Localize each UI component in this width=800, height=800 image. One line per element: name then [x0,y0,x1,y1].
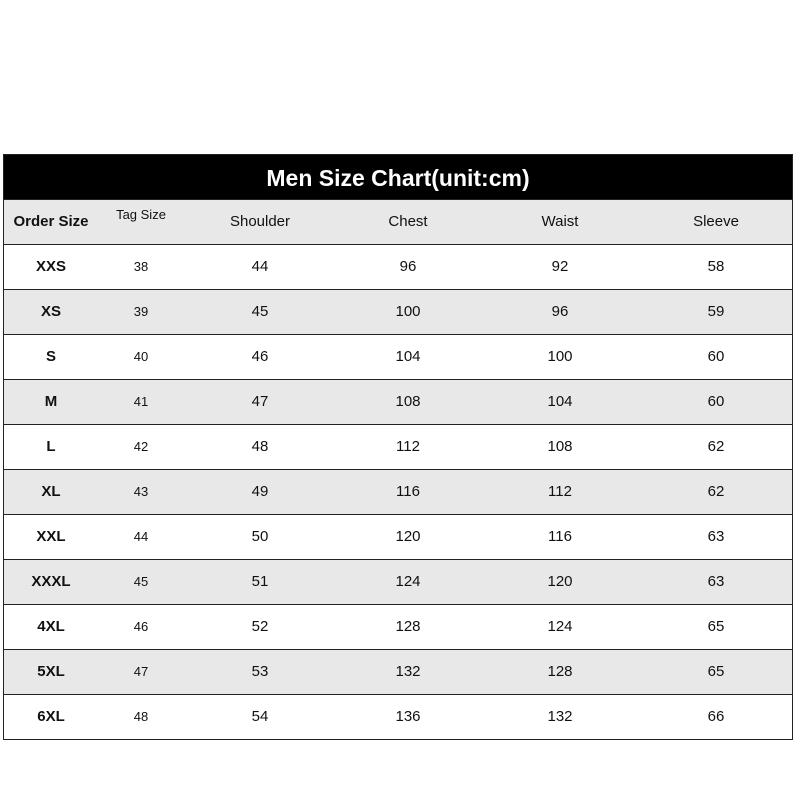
table-cell: 41 [133,394,149,409]
table-cell: 42 [133,439,149,454]
table-cell: 58 [707,258,725,275]
table-cell: 104 [395,348,421,365]
table-row: L 42 48 112 108 62 [4,424,792,469]
table-cell: 46 [251,348,269,365]
table-cell: 47 [251,393,269,410]
table-cell: S [45,348,57,365]
table-cell: 62 [707,483,725,500]
table-row: XXXL 45 51 124 120 63 [4,559,792,604]
table-title: Men Size Chart(unit:cm) [4,155,792,199]
column-header: Sleeve [693,213,739,230]
column-header: Chest [388,213,428,230]
table-cell: 59 [707,303,725,320]
table-cell: 116 [548,528,572,545]
table-cell: 116 [396,483,420,500]
table-cell: 108 [395,393,421,410]
column-header: Shoulder [229,213,291,230]
table-cell: 4XL [37,618,65,635]
table-cell: 47 [133,664,149,679]
table-cell: 51 [251,573,269,590]
table-row: XS 39 45 100 96 59 [4,289,792,334]
table-cell: 43 [133,484,149,499]
table-cell: 128 [395,618,421,635]
table-cell: 46 [133,619,149,634]
table-cell: 112 [396,438,420,455]
table-row: XL 43 49 116 112 62 [4,469,792,514]
table-cell: 100 [547,348,573,365]
table-row: 4XL 46 52 128 124 65 [4,604,792,649]
header-row: Order Size Tag Size Shoulder Chest Waist Slee… [4,199,792,244]
table-cell: 38 [133,259,149,274]
table-cell: 112 [548,483,572,500]
table-row: S 40 46 104 100 60 [4,334,792,379]
column-header: Order Size [13,213,89,230]
table-row: M 41 47 108 104 60 [4,379,792,424]
table-cell: 66 [707,708,725,725]
column-header: Waist [541,213,579,230]
table-cell: 48 [251,438,269,455]
table-row: 6XL 48 54 136 132 66 [4,694,792,739]
table-row: 5XL 47 53 132 128 65 [4,649,792,694]
table-cell: XL [41,483,61,500]
table-cell: XXL [36,528,66,545]
table-cell: 96 [399,258,417,275]
table-cell: 96 [551,303,569,320]
table-cell: 120 [547,573,573,590]
table-cell: 63 [707,573,725,590]
table-cell: M [44,393,58,410]
size-chart-table: Men Size Chart(unit:cm) Order Size Tag Si… [3,154,793,740]
table-cell: 132 [547,708,573,725]
table-row: XXL 44 50 120 116 63 [4,514,792,559]
table-cell: 120 [395,528,421,545]
table-cell: 63 [707,528,725,545]
table-cell: 39 [133,304,149,319]
table-cell: 48 [133,709,149,724]
table-cell: 136 [395,708,421,725]
table-cell: 44 [251,258,269,275]
table-cell: 44 [133,529,149,544]
table-cell: 5XL [37,663,65,680]
table-cell: 54 [251,708,269,725]
table-cell: 50 [251,528,269,545]
table-cell: 128 [547,663,573,680]
table-cell: 108 [547,438,573,455]
table-cell: 100 [395,303,421,320]
table-cell: 45 [133,574,149,589]
table-cell: 60 [707,393,725,410]
table-cell: 124 [547,618,573,635]
table-cell: 49 [251,483,269,500]
table-cell: 45 [251,303,269,320]
table-cell: L [46,438,56,455]
table-cell: 92 [551,258,569,275]
table-cell: XS [40,303,62,320]
table-cell: 52 [251,618,269,635]
table-cell: 60 [707,348,725,365]
table-cell: XXS [35,258,67,275]
table-cell: 40 [133,349,149,364]
table-cell: 62 [707,438,725,455]
table-cell: 65 [707,663,725,680]
table-cell: XXXL [31,573,71,590]
table-cell: 65 [707,618,725,635]
table-cell: 132 [395,663,421,680]
table-cell: 124 [395,573,421,590]
table-row: XXS 38 44 96 92 58 [4,244,792,289]
table-cell: 6XL [37,708,65,725]
table-cell: 53 [251,663,269,680]
column-header: Tag Size [116,207,166,222]
table-cell: 104 [547,393,573,410]
